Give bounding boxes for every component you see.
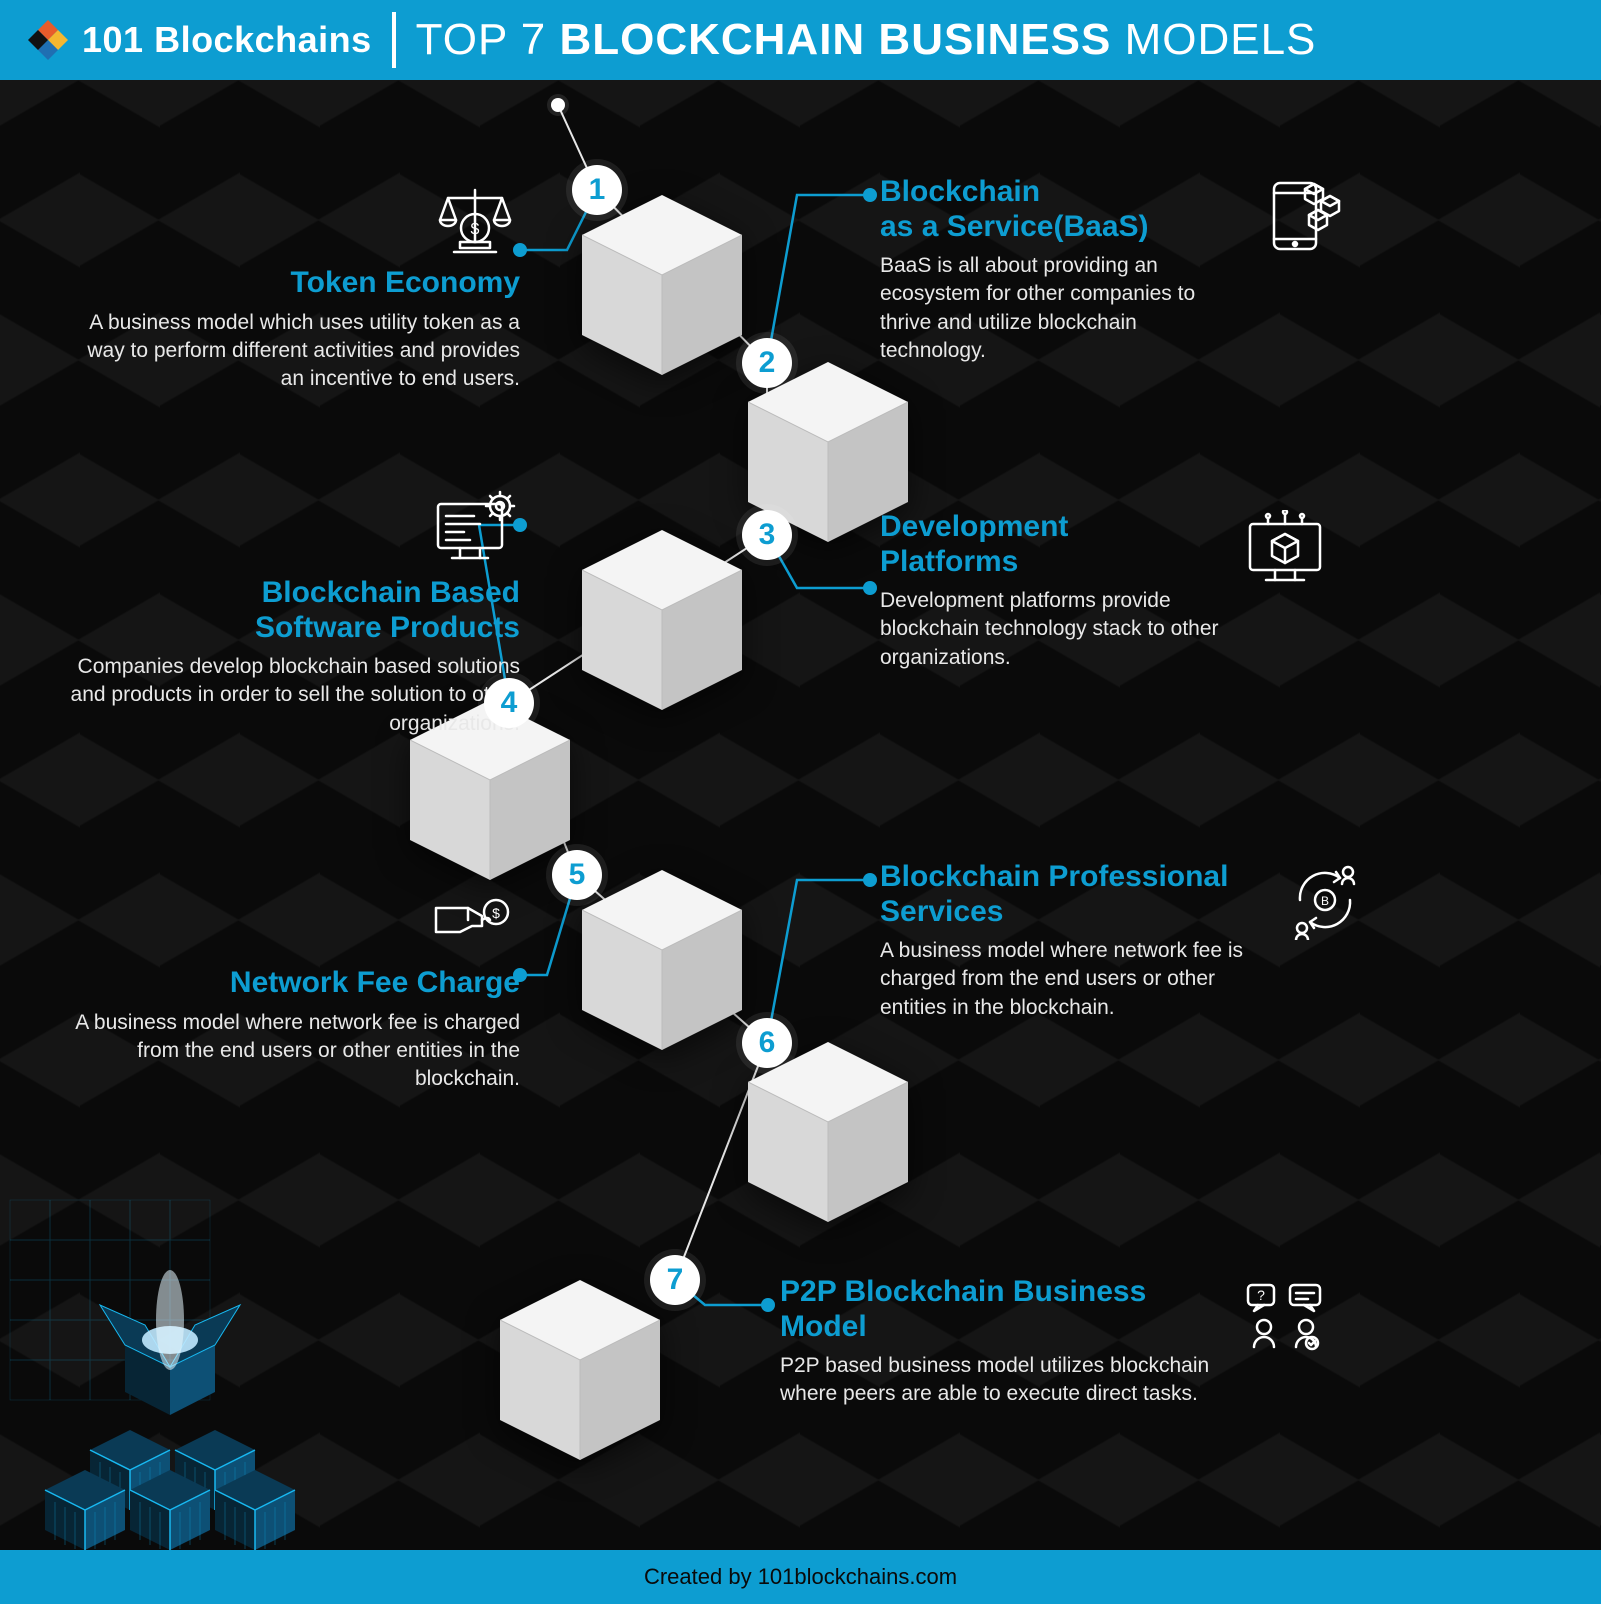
cube-5	[582, 870, 742, 1050]
phone-cubes-icon	[1260, 175, 1360, 260]
step-badge-7: 7	[650, 1255, 700, 1305]
step-badge-4: 4	[484, 678, 534, 728]
item-1: Token Economy A business model which uses…	[60, 180, 520, 394]
start-dot	[551, 98, 565, 112]
header-title-bold: BLOCKCHAIN BUSINESS	[559, 15, 1111, 64]
item-desc-2: BaaS is all about providing an ecosystem…	[880, 252, 1240, 365]
item-desc-7: P2P based business model utilizes blockc…	[780, 1352, 1220, 1409]
people-cycle-icon	[1280, 860, 1380, 945]
item-5: Network Fee Charge A business model where…	[60, 880, 520, 1094]
item-title-1: Token Economy	[60, 266, 520, 301]
people-chat-icon	[1240, 1275, 1340, 1360]
item-desc-1: A business model which uses utility toke…	[60, 309, 520, 394]
brand-logo-icon	[24, 16, 72, 64]
item-desc-6: A business model where network fee is ch…	[880, 937, 1260, 1022]
monitor-cube-icon	[1240, 510, 1340, 595]
cube-6	[748, 1042, 908, 1222]
connector-dot-6	[863, 873, 877, 887]
item-7: P2P Blockchain BusinessModel P2P based bu…	[780, 1275, 1340, 1409]
connector-dot-5	[513, 968, 527, 982]
header-title: TOP 7 BLOCKCHAIN BUSINESS MODELS	[396, 15, 1317, 65]
item-title-3: DevelopmentPlatforms	[880, 510, 1220, 579]
item-4: Blockchain BasedSoftware Products Compani…	[60, 490, 520, 738]
step-badge-6: 6	[742, 1018, 792, 1068]
item-desc-5: A business model where network fee is ch…	[60, 1009, 520, 1094]
cube-3	[582, 530, 742, 710]
infographic-canvas: 1 Token Economy A business model which use…	[0, 80, 1601, 1550]
hand-coin-icon	[60, 880, 520, 960]
header-bar: 101 Blockchains TOP 7 BLOCKCHAIN BUSINES…	[0, 0, 1601, 80]
decorative-cube-cluster	[0, 1170, 380, 1550]
step-badge-3: 3	[742, 510, 792, 560]
item-desc-3: Development platforms provide blockchain…	[880, 587, 1220, 672]
header-title-prefix: TOP 7	[416, 15, 560, 64]
brand-logo: 101 Blockchains	[24, 12, 396, 68]
monitor-gear-icon	[60, 490, 520, 570]
step-badge-2: 2	[742, 338, 792, 388]
connector-dot-2	[863, 188, 877, 202]
connector-dot-3	[863, 581, 877, 595]
footer-bar: Created by 101blockchains.com	[0, 1550, 1601, 1604]
item-3: DevelopmentPlatforms Development platform…	[880, 510, 1340, 672]
brand-name: 101 Blockchains	[82, 19, 372, 61]
item-title-4: Blockchain BasedSoftware Products	[60, 576, 520, 645]
connector-dot-4	[513, 518, 527, 532]
item-title-6: Blockchain ProfessionalServices	[880, 860, 1260, 929]
cube-7	[500, 1280, 660, 1460]
connector-dot-7	[761, 1298, 775, 1312]
header-title-suffix: MODELS	[1111, 15, 1316, 64]
item-desc-4: Companies develop blockchain based solut…	[60, 653, 520, 738]
item-title-5: Network Fee Charge	[60, 966, 520, 1001]
item-2: Blockchainas a Service(BaaS) BaaS is all …	[880, 175, 1360, 365]
item-title-7: P2P Blockchain BusinessModel	[780, 1275, 1220, 1344]
step-badge-5: 5	[552, 850, 602, 900]
step-badge-1: 1	[572, 165, 622, 215]
connector-dot-1	[513, 243, 527, 257]
scale-dollar-icon	[60, 180, 520, 260]
footer-text: Created by 101blockchains.com	[644, 1564, 957, 1589]
cube-1	[582, 195, 742, 375]
item-6: Blockchain ProfessionalServices A busines…	[880, 860, 1380, 1022]
item-title-2: Blockchainas a Service(BaaS)	[880, 175, 1240, 244]
